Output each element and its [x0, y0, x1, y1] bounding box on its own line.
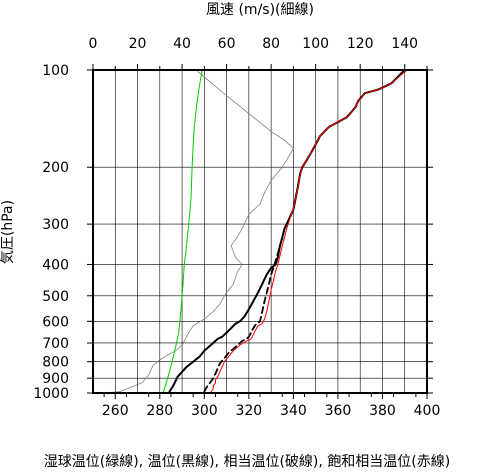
- bottom-tick-label: 300: [191, 403, 218, 419]
- y-tick-label: 700: [42, 336, 69, 352]
- series-line-wind-speed: [103, 71, 294, 394]
- y-axis-title: 気圧(hPa): [0, 200, 16, 264]
- bottom-tick-label: 260: [102, 403, 129, 419]
- top-tick-label: 80: [262, 36, 280, 52]
- bottom-axis-title: 湿球温位(緑線), 温位(黒線), 相当温位(破線), 飽和相当温位(赤線): [44, 453, 450, 470]
- top-tick-label: 120: [347, 36, 374, 52]
- bottom-tick-label: 400: [414, 403, 441, 419]
- y-tick-label: 1000: [33, 386, 69, 402]
- plot-frame: [92, 69, 428, 394]
- top-axis-title: 風速 (m/s)(細線): [206, 2, 314, 18]
- top-tick-label: 100: [302, 36, 329, 52]
- y-tick-label: 900: [42, 371, 69, 387]
- top-tick-label: 140: [391, 36, 418, 52]
- series-line-wet-bulb-potential-temperature: [162, 69, 203, 394]
- data-series: [103, 69, 408, 394]
- y-tick-label: 800: [42, 355, 69, 371]
- bottom-tick-label: 320: [235, 403, 262, 419]
- y-tick-label: 200: [42, 160, 69, 176]
- axis-ticks: 260 280 300 320 340 360 380 400 0 20 40 60 80 100 120 1…: [33, 36, 440, 419]
- y-tick-label: 400: [42, 257, 69, 273]
- grid: [93, 69, 427, 394]
- bottom-tick-label: 360: [325, 403, 352, 419]
- bottom-tick-label: 380: [369, 403, 396, 419]
- series-line-saturated-equivalent-potential-temperature: [210, 69, 408, 393]
- top-tick-label: 20: [129, 36, 147, 52]
- y-tick-label: 100: [42, 63, 69, 79]
- y-tick-label: 300: [42, 217, 69, 233]
- bottom-tick-label: 280: [146, 403, 173, 419]
- series-line-equivalent-potential-temperature: [203, 69, 406, 393]
- y-tick-label: 600: [42, 314, 69, 330]
- top-tick-label: 0: [89, 36, 98, 52]
- y-tick-label: 500: [42, 289, 69, 305]
- bottom-tick-label: 340: [280, 403, 307, 419]
- top-tick-label: 40: [173, 36, 191, 52]
- top-tick-label: 60: [218, 36, 236, 52]
